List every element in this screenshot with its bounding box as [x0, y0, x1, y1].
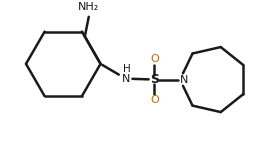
Text: N: N [122, 74, 131, 84]
Text: O: O [150, 95, 159, 105]
Text: NH₂: NH₂ [78, 2, 99, 12]
Text: S: S [150, 73, 159, 86]
Text: O: O [150, 54, 159, 64]
Text: N: N [180, 75, 188, 85]
Text: H: H [123, 64, 130, 74]
